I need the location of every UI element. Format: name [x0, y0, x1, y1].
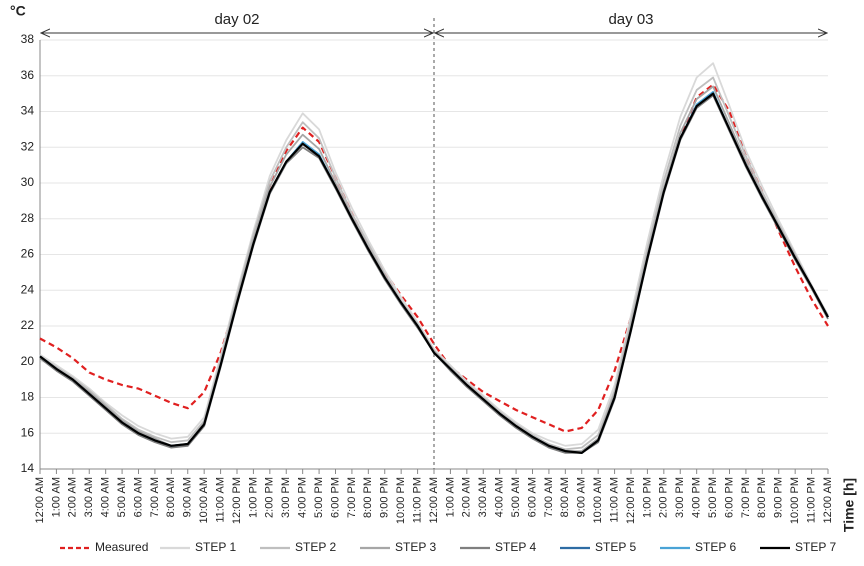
- x-tick-label: 2:00 AM: [67, 477, 79, 517]
- x-tick-label: 6:00 PM: [723, 477, 735, 518]
- y-tick-label: 28: [21, 211, 35, 225]
- y-tick-label: 14: [21, 461, 35, 475]
- x-tick-label: 5:00 PM: [313, 477, 325, 518]
- y-tick-label: 24: [21, 282, 35, 296]
- y-tick-label: 34: [21, 104, 35, 118]
- x-tick-label: 3:00 PM: [280, 477, 292, 518]
- legend-label: STEP 5: [595, 540, 636, 554]
- legend-label: STEP 7: [795, 540, 836, 554]
- x-tick-label: 9:00 PM: [773, 477, 785, 518]
- x-tick-label: 10:00 AM: [592, 477, 604, 523]
- x-tick-label: 11:00 AM: [608, 477, 620, 523]
- x-tick-label: 6:00 AM: [526, 477, 538, 517]
- x-tick-label: 6:00 PM: [329, 477, 341, 518]
- x-tick-label: 5:00 PM: [707, 477, 719, 518]
- x-tick-label: 7:00 AM: [149, 477, 161, 517]
- legend-label: STEP 2: [295, 540, 336, 554]
- x-tick-label: 8:00 AM: [559, 477, 571, 517]
- y-tick-label: 26: [21, 247, 35, 261]
- x-tick-label: 1:00 PM: [247, 477, 259, 518]
- x-tick-label: 9:00 AM: [576, 477, 588, 517]
- day-label: day 02: [214, 11, 259, 28]
- x-tick-label: 8:00 AM: [165, 477, 177, 517]
- y-tick-label: 30: [21, 175, 35, 189]
- x-tick-label: 2:00 PM: [658, 477, 670, 518]
- x-tick-label: 2:00 AM: [461, 477, 473, 517]
- y-tick-label: 36: [21, 68, 35, 82]
- series-line: [39, 92, 829, 454]
- y-tick-label: 32: [21, 139, 35, 153]
- y-tick-label: 22: [21, 318, 35, 332]
- y-tick-label: 16: [21, 425, 35, 439]
- series-line: [39, 62, 829, 447]
- x-tick-label: 5:00 AM: [510, 477, 522, 517]
- day-label: day 03: [608, 11, 653, 28]
- x-tick-label: 3:00 PM: [674, 477, 686, 518]
- x-tick-label: 11:00 PM: [411, 477, 423, 523]
- x-tick-label: 9:00 PM: [379, 477, 391, 518]
- y-unit: °C: [10, 3, 26, 19]
- x-tick-label: 9:00 AM: [182, 477, 194, 517]
- x-tick-label: 1:00 AM: [444, 477, 456, 517]
- x-tick-label: 6:00 AM: [132, 477, 144, 517]
- y-tick-label: 20: [21, 354, 35, 368]
- x-tick-label: 12:00 AM: [428, 477, 440, 523]
- x-tick-label: 11:00 PM: [805, 477, 817, 523]
- x-tick-label: 4:00 PM: [691, 477, 703, 518]
- x-tick-label: 12:00 AM: [34, 477, 46, 523]
- series-line: [39, 94, 829, 454]
- legend-label: STEP 6: [695, 540, 736, 554]
- x-tick-label: 10:00 PM: [395, 477, 407, 524]
- x-tick-label: 12:00 AM: [822, 477, 834, 523]
- x-tick-label: 7:00 PM: [346, 477, 358, 518]
- x-tick-label: 7:00 AM: [543, 477, 555, 517]
- legend-label: Measured: [95, 540, 148, 554]
- y-tick-label: 38: [21, 32, 35, 46]
- x-tick-label: 1:00 AM: [50, 477, 62, 517]
- x-tick-label: 4:00 AM: [100, 477, 112, 517]
- legend-label: STEP 3: [395, 540, 436, 554]
- x-tick-label: 8:00 PM: [756, 477, 768, 518]
- x-tick-label: 10:00 AM: [198, 477, 210, 523]
- y-tick-label: 18: [21, 390, 35, 404]
- legend-label: STEP 4: [495, 540, 536, 554]
- legend-label: STEP 1: [195, 540, 236, 554]
- x-tick-label: 10:00 PM: [789, 477, 801, 524]
- x-tick-label: 4:00 AM: [494, 477, 506, 517]
- x-tick-label: 2:00 PM: [264, 477, 276, 518]
- x-tick-label: 11:00 AM: [214, 477, 226, 523]
- x-tick-label: 7:00 PM: [740, 477, 752, 518]
- x-tick-label: 12:00 PM: [625, 477, 637, 524]
- x-tick-label: 1:00 PM: [641, 477, 653, 518]
- x-tick-label: 4:00 PM: [297, 477, 309, 518]
- x-tick-label: 5:00 AM: [116, 477, 128, 517]
- x-tick-label: 8:00 PM: [362, 477, 374, 518]
- x-tick-label: 3:00 AM: [83, 477, 95, 517]
- x-tick-label: 3:00 AM: [477, 477, 489, 517]
- x-tick-label: 12:00 PM: [231, 477, 243, 524]
- x-axis-title: Time [h]: [841, 478, 857, 532]
